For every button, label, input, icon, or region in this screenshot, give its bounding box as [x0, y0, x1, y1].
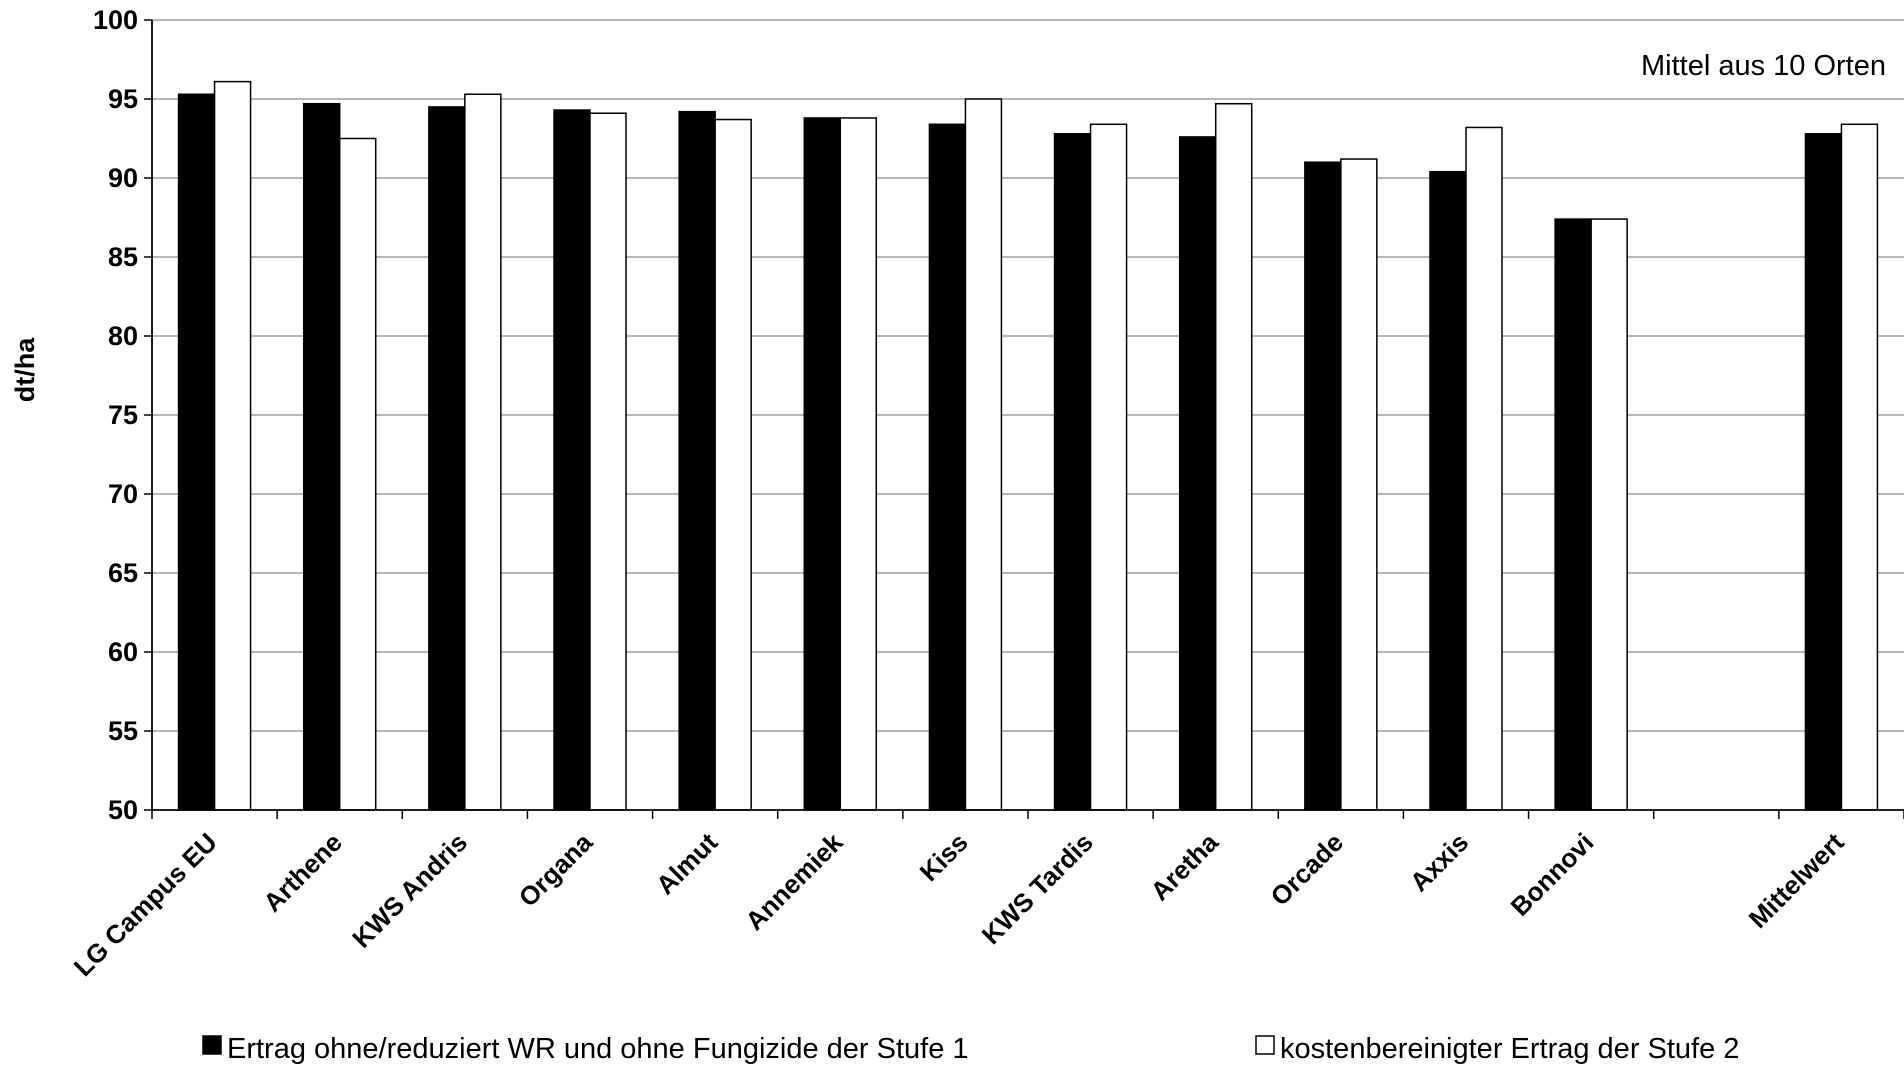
x-tick-label-arthene: Arthene [257, 827, 348, 918]
y-tick-label-100: 100 [93, 5, 138, 35]
bar-1-axxis [1429, 170, 1467, 811]
x-tick-label-annemiek: Annemiek [739, 827, 848, 936]
x-tick-label-aretha: Aretha [1145, 827, 1225, 907]
bar-1-arthene [302, 102, 341, 811]
bar-1-lg-campus-eu [177, 93, 216, 811]
x-tick-label-kiss: Kiss [914, 827, 974, 887]
bar-1-annemiek [803, 117, 842, 811]
x-tick-label-bonnovi: Bonnovi [1505, 827, 1600, 922]
y-tick-label-95: 95 [108, 84, 138, 114]
bar-2-annemiek [839, 117, 878, 811]
bar-2-orcade [1340, 158, 1378, 811]
axes [144, 19, 1904, 819]
x-tick-label-kws-andris: KWS Andris [346, 827, 473, 954]
y-tick-label-75: 75 [108, 400, 138, 430]
bar-2-arthene [338, 137, 377, 811]
bar-1-bonnovi [1554, 218, 1592, 811]
x-tick-label-mittelwert: Mittelwert [1743, 827, 1850, 934]
x-tick-label-axxis: Axxis [1404, 827, 1474, 897]
legend-label-stufe-1: Ertrag ohne/reduziert WR und ohne Fungiz… [227, 1033, 969, 1065]
y-tick-label-60: 60 [108, 637, 138, 667]
bar-2-kiss [964, 98, 1003, 811]
x-tick-label-almut: Almut [650, 827, 724, 901]
legend-swatch-stufe-1 [202, 1035, 222, 1055]
y-tick-label-50: 50 [108, 795, 138, 825]
y-tick-label-85: 85 [108, 242, 138, 272]
bar-1-kiss [928, 123, 967, 811]
y-axis-label: dt/ha [10, 337, 40, 402]
legend-swatch-stufe-2 [1255, 1035, 1275, 1055]
bar-1-mittelwert [1804, 133, 1843, 811]
bar-2-aretha [1214, 102, 1253, 811]
bar-1-almut [678, 110, 716, 811]
bars [177, 80, 1879, 811]
bar-1-kws-andris [428, 106, 466, 811]
bar-2-almut [714, 118, 752, 811]
bar-2-lg-campus-eu [213, 80, 252, 811]
bar-2-organa [589, 112, 627, 811]
bar-1-aretha [1178, 136, 1217, 811]
y-tick-label-80: 80 [108, 321, 138, 351]
x-tick-label-organa: Organa [513, 827, 599, 913]
y-tick-label-65: 65 [108, 558, 138, 588]
gridlines [152, 19, 1904, 732]
bar-2-mittelwert [1840, 123, 1879, 811]
bar-2-axxis [1465, 126, 1503, 811]
chart-annotation: Mittel aus 10 Orten [1641, 50, 1886, 82]
bar-1-kws-tardis [1053, 133, 1092, 811]
bar-2-kws-tardis [1089, 123, 1128, 811]
bar-1-orcade [1304, 161, 1342, 811]
legend: Ertrag ohne/reduziert WR und ohne Fungiz… [202, 1033, 1739, 1065]
x-tick-label-orcade: Orcade [1265, 827, 1350, 912]
y-tick-label-70: 70 [108, 479, 138, 509]
y-tick-label-55: 55 [108, 716, 138, 746]
x-tick-label-kws-tardis: KWS Tardis [976, 827, 1099, 950]
bar-1-organa [553, 109, 591, 811]
bar-2-bonnovi [1590, 218, 1628, 811]
y-tick-label-90: 90 [108, 163, 138, 193]
legend-label-stufe-2: kostenbereinigter Ertrag der Stufe 2 [1280, 1033, 1739, 1065]
x-tick-label-lg-campus-eu: LG Campus EU [68, 827, 223, 982]
bar-2-kws-andris [464, 93, 502, 811]
